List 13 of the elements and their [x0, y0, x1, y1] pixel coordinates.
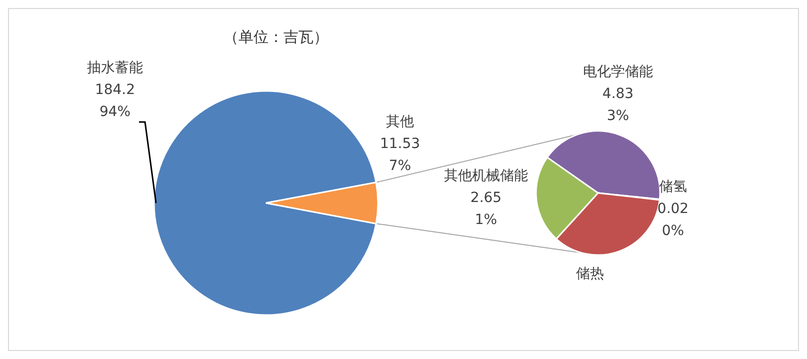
- slice-label: 其他: [386, 114, 414, 130]
- slice-label: 抽水蓄能: [87, 60, 143, 76]
- data-label: 2.65 1%: [470, 190, 502, 228]
- slice-label: 其他机械储能: [444, 168, 528, 184]
- slice-label: 储氢: [659, 179, 687, 195]
- data-label: 11.53 7%: [380, 136, 420, 174]
- pie-slice: [153, 90, 377, 316]
- chart-title: （单位：吉瓦）: [224, 28, 328, 46]
- slice-label: 电化学储能: [583, 64, 653, 80]
- data-label: 184.2 94%: [94, 82, 136, 120]
- data-label: 0.02 0%: [657, 201, 689, 239]
- slice-label: 储热: [576, 266, 604, 282]
- data-label: 4.83 3%: [602, 86, 634, 124]
